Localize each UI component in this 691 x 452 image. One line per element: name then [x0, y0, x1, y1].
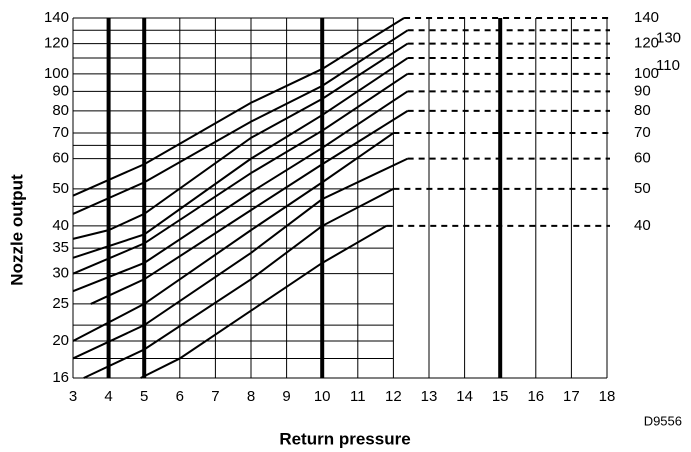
y-tick-label: 60	[52, 150, 69, 167]
y-tick-label: 25	[52, 295, 69, 312]
series-label: 100	[634, 65, 659, 82]
nozzle-curve	[72, 132, 394, 342]
series-label: 110	[656, 57, 680, 74]
x-tick-label: 12	[385, 388, 402, 405]
x-tick-label: 14	[456, 388, 473, 405]
series-label: 50	[634, 180, 651, 197]
y-tick-label: 140	[44, 9, 69, 26]
y-tick-label: 20	[52, 332, 69, 349]
nozzle-curve	[72, 29, 409, 215]
x-tick-label: 15	[492, 388, 509, 405]
y-axis-title: Nozzle output	[7, 174, 26, 286]
y-tick-label: 16	[52, 369, 69, 386]
x-axis-title: Return pressure	[279, 429, 410, 448]
y-tick-label: 50	[52, 180, 69, 197]
series-label: 90	[634, 82, 651, 99]
x-tick-label: 10	[314, 388, 331, 405]
series-label: 140	[634, 9, 659, 26]
y-tick-label: 40	[52, 217, 69, 234]
y-tick-label: 100	[44, 65, 69, 82]
nozzle-curve	[72, 57, 409, 259]
x-tick-label: 3	[69, 388, 77, 405]
y-tick-label: 120	[44, 35, 69, 52]
nozzle-curve	[72, 17, 405, 197]
x-tick-label: 18	[599, 388, 616, 405]
x-tick-label: 8	[247, 388, 255, 405]
x-tick-label: 17	[563, 388, 580, 405]
nozzle-curve	[72, 157, 409, 360]
nozzle-curve	[140, 225, 387, 379]
nozzle-curve	[83, 187, 394, 379]
x-tick-label: 5	[140, 388, 148, 405]
x-tick-label: 9	[282, 388, 290, 405]
y-tick-label: 30	[52, 265, 69, 282]
series-label: 80	[634, 102, 651, 119]
series-label: 120	[634, 35, 659, 52]
nozzle-curve	[72, 42, 409, 240]
x-tick-label: 11	[350, 388, 366, 405]
y-tick-label: 90	[52, 82, 69, 99]
series-label: 130	[656, 29, 681, 46]
x-tick-label: 6	[176, 388, 184, 405]
nozzle-curve	[90, 110, 409, 305]
x-tick-label: 13	[421, 388, 438, 405]
y-tick-label: 35	[52, 239, 69, 256]
annotation: D9556	[644, 413, 682, 428]
y-tick-label: 70	[52, 124, 69, 141]
nozzle-curve	[72, 90, 409, 293]
series-label: 40	[634, 217, 651, 234]
x-tick-label: 16	[527, 388, 544, 405]
x-tick-label: 4	[104, 388, 112, 405]
nozzle-curve	[72, 73, 409, 275]
x-tick-label: 7	[211, 388, 219, 405]
series-label: 70	[634, 124, 651, 141]
series-label: 60	[634, 150, 651, 167]
y-tick-label: 80	[52, 102, 69, 119]
